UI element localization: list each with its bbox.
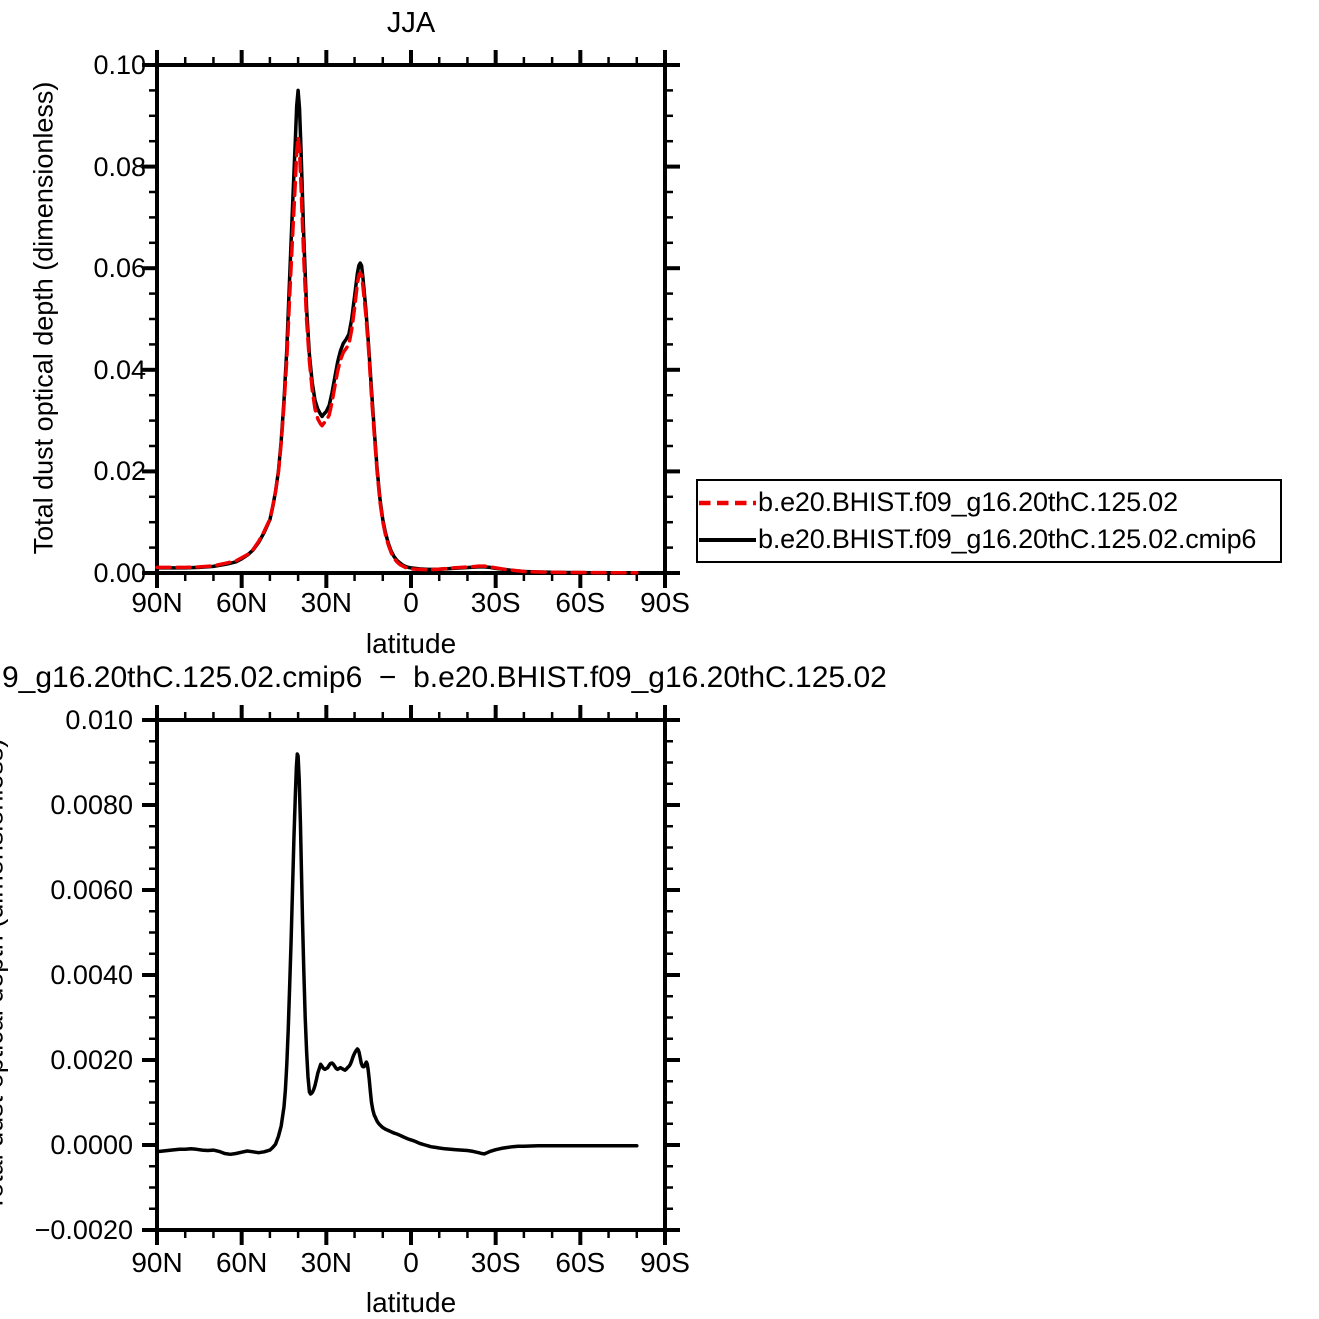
y-tick-label: 0.0040 — [50, 960, 133, 990]
x-tick-label: 90N — [131, 1247, 183, 1278]
y-tick-label: 0.08 — [93, 151, 146, 182]
y-tick-label: 0.00 — [93, 558, 146, 588]
y-tick-label: 0.0020 — [50, 1045, 133, 1075]
x-tick-label: 30N — [300, 587, 353, 618]
y-tick-label: 0.0060 — [50, 875, 133, 905]
top-x-axis-label: latitude — [365, 628, 457, 659]
y-tick-label: 0.10 — [93, 50, 146, 80]
bottom-x-axis-label: latitude — [365, 1287, 457, 1318]
y-tick-label: 0.0080 — [50, 790, 133, 820]
series-line-black-solid — [155, 88, 639, 575]
legend-label-base-run: b.e20.BHIST.f09_g16.20thC.125.02 — [758, 487, 1178, 517]
x-tick-label: 0 — [403, 587, 419, 618]
y-tick-label: 0.02 — [93, 456, 146, 487]
series-line-black-solid — [158, 752, 639, 1157]
top-panel-title: JJA — [386, 7, 436, 39]
legend-box: b.e20.BHIST.f09_g16.20thC.125.02 b.e20.B… — [696, 479, 1282, 563]
x-tick-label: 30S — [470, 1247, 521, 1278]
y-tick-label: 0.010 — [65, 705, 133, 735]
bottom-panel-title: 9_g16.20thC.125.02.cmip6 − b.e20.BHIST.f… — [2, 661, 887, 694]
x-tick-label: 30N — [300, 1247, 353, 1278]
y-tick-label: 0.04 — [93, 354, 146, 385]
y-tick-label: 0.06 — [93, 253, 146, 284]
y-tick-label: −0.0020 — [34, 1215, 133, 1245]
x-tick-label: 90S — [640, 587, 690, 618]
legend-line-red-dashed — [699, 500, 756, 505]
x-tick-label: 30S — [470, 587, 521, 618]
legend-entry-cmip6-run: b.e20.BHIST.f09_g16.20thC.125.02.cmip6 — [698, 521, 1280, 558]
y-tick-label: 0.0000 — [50, 1130, 133, 1160]
legend-label-cmip6-run: b.e20.BHIST.f09_g16.20thC.125.02.cmip6 — [758, 524, 1257, 554]
x-tick-label: 60S — [555, 1247, 606, 1278]
legend-entry-base-run: b.e20.BHIST.f09_g16.20thC.125.02 — [698, 484, 1280, 521]
legend-line-black-solid — [699, 537, 756, 542]
x-tick-label: 0 — [403, 1247, 419, 1278]
x-tick-label: 60N — [215, 1247, 268, 1278]
x-tick-label: 90N — [131, 587, 183, 618]
series-line-red-dashed — [155, 135, 639, 575]
x-tick-label: 60S — [555, 587, 606, 618]
x-tick-label: 90S — [640, 1247, 690, 1278]
x-tick-label: 60N — [215, 587, 268, 618]
